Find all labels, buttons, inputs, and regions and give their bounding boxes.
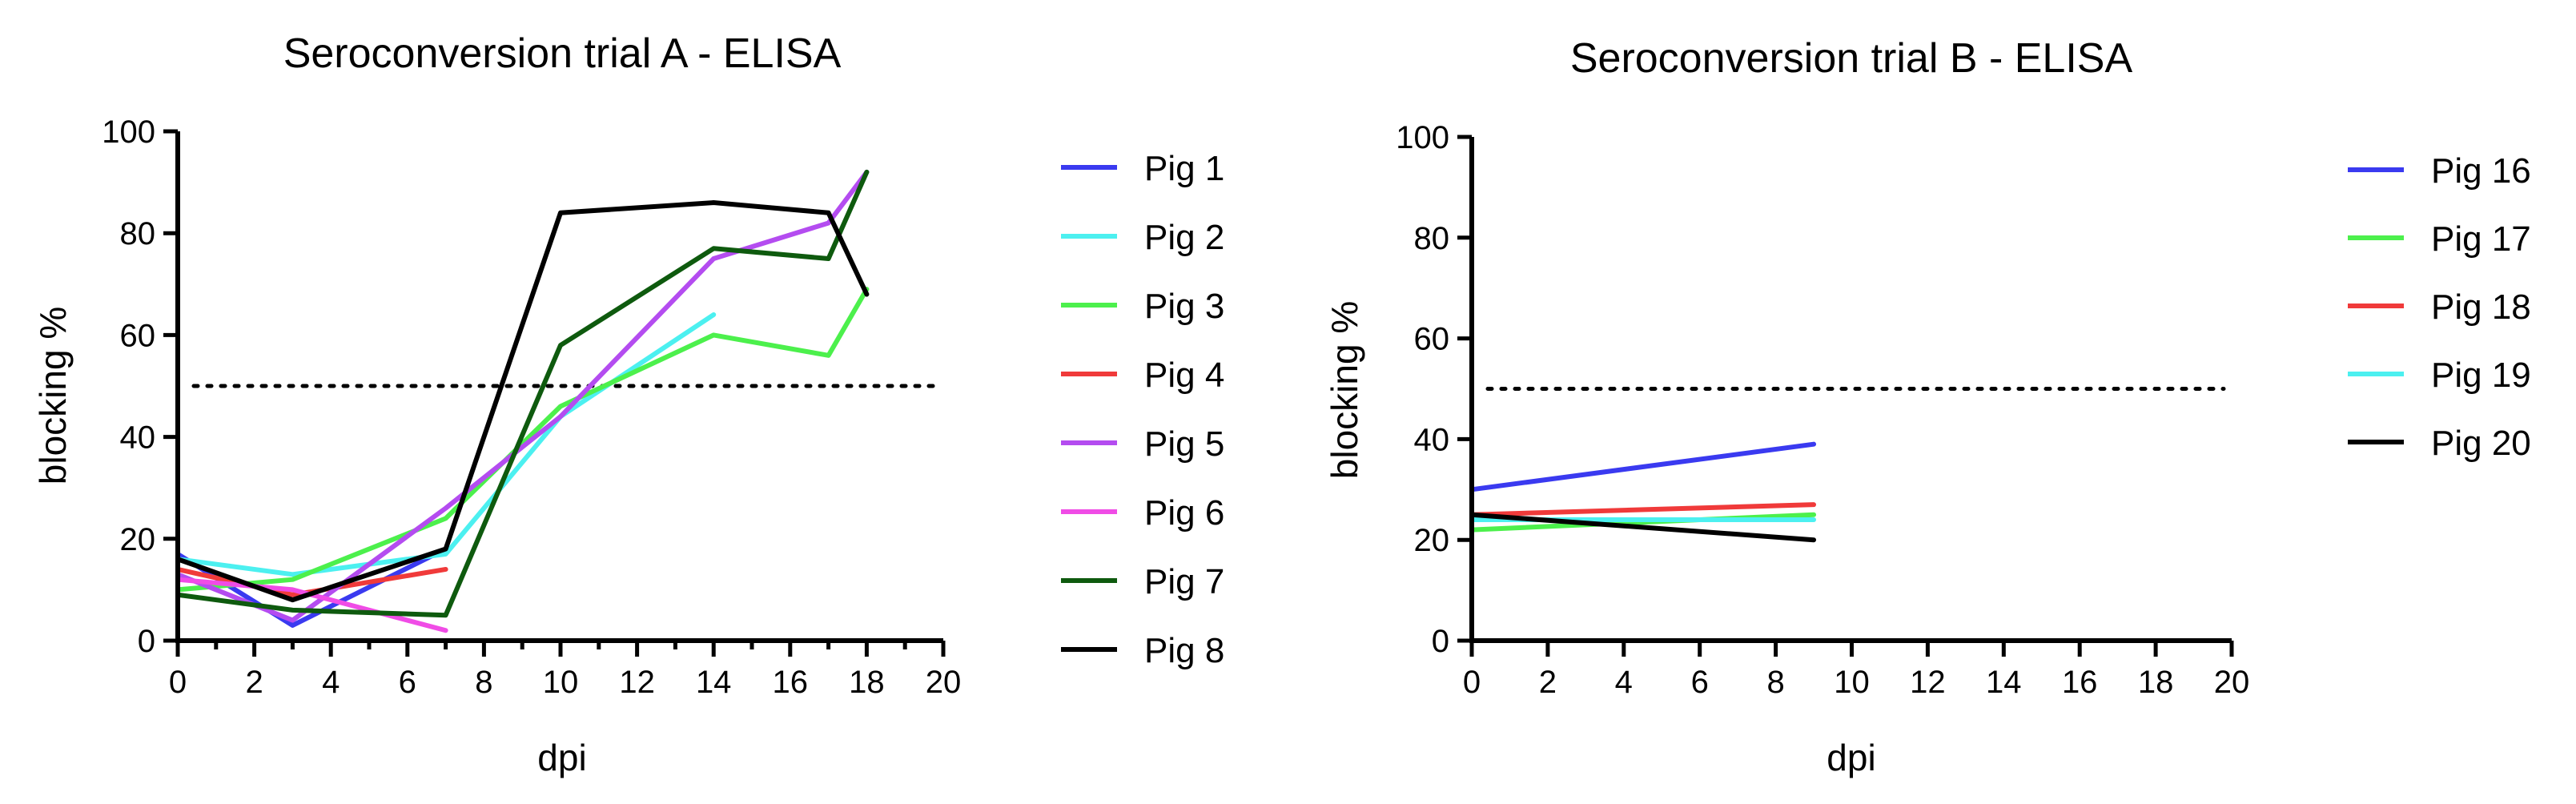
ticks-layer: 0 20 40 60 80 100 0 2 4 6 8 10 12 14 16 18 20	[1396, 120, 2249, 700]
x-tick-label: 12	[1910, 665, 1946, 700]
y-tick-label: 40	[1414, 422, 1450, 457]
x-tick-label: 4	[1615, 665, 1633, 700]
x-tick-label: 20	[2214, 665, 2250, 700]
y-tick-label: 20	[1414, 523, 1450, 558]
x-tick-label: 2	[1539, 665, 1557, 700]
chart-panel-trial-a: Seroconversion trial A - ELISA blocking …	[32, 30, 1224, 778]
x-tick-label: 20	[926, 665, 962, 700]
legend-label: Pig 16	[2431, 151, 2531, 191]
y-tick-label: 20	[120, 522, 156, 557]
legend-label: Pig 3	[1144, 287, 1224, 326]
legend-label: Pig 20	[2431, 424, 2531, 463]
legend-label: Pig 1	[1144, 149, 1224, 188]
x-tick-label: 10	[1834, 665, 1870, 700]
y-axis-label: blocking %	[32, 307, 74, 484]
y-tick-label: 0	[138, 624, 155, 659]
y-tick-label: 60	[1414, 322, 1450, 357]
legend-item: Pig 1	[1061, 149, 1224, 188]
x-tick-label: 18	[2138, 665, 2174, 700]
x-tick-label: 8	[475, 665, 492, 700]
legend-label: Pig 19	[2431, 356, 2531, 395]
legend-item: Pig 6	[1061, 493, 1224, 533]
series-line-pig-8	[175, 200, 870, 603]
legend-item: Pig 20	[2348, 424, 2531, 463]
legend-label: Pig 5	[1144, 424, 1224, 464]
legend-label: Pig 2	[1144, 218, 1224, 257]
series-line-pig-6	[175, 577, 448, 633]
x-tick-label: 0	[169, 665, 187, 700]
legend-label: Pig 4	[1144, 356, 1224, 395]
series-line-pig-2	[175, 312, 717, 577]
series-line-pig-20	[1469, 512, 1817, 543]
legend-item: Pig 19	[2348, 356, 2531, 395]
legend: Pig 1 Pig 2 Pig 3 Pig 4 Pig 5 Pig 6 Pig 7 Pig 8	[1061, 149, 1224, 670]
x-tick-label: 2	[245, 665, 263, 700]
legend-item: Pig 3	[1061, 287, 1224, 326]
y-tick-label: 60	[120, 318, 156, 353]
series-line-pig-5	[175, 169, 870, 623]
x-tick-label: 6	[399, 665, 416, 700]
x-tick-label: 8	[1766, 665, 1784, 700]
series-line-pig-18	[1469, 502, 1817, 517]
y-tick-label: 40	[120, 420, 156, 456]
legend-item: Pig 2	[1061, 218, 1224, 257]
legend: Pig 16 Pig 17 Pig 18 Pig 19 Pig 20	[2348, 151, 2531, 463]
y-tick-label: 0	[1432, 624, 1449, 659]
ticks-layer: 0 20 40 60 80 100 0 2 4 6 8 10 12 14 16 18 20	[102, 115, 961, 700]
legend-item: Pig 7	[1061, 562, 1224, 601]
chart-panel-trial-b: Seroconversion trial B - ELISA blocking …	[1324, 35, 2531, 778]
legend-label: Pig 18	[2431, 287, 2531, 327]
legend-item: Pig 8	[1061, 631, 1224, 670]
x-tick-label: 18	[849, 665, 885, 700]
legend-item: Pig 5	[1061, 424, 1224, 464]
y-axis-label: blocking %	[1324, 301, 1365, 479]
chart-title: Seroconversion trial A - ELISA	[283, 30, 842, 77]
chart-title: Seroconversion trial B - ELISA	[1570, 35, 2133, 82]
legend-label: Pig 6	[1144, 493, 1224, 533]
legend-label: Pig 7	[1144, 562, 1224, 601]
legend-item: Pig 17	[2348, 219, 2531, 259]
series-line-pig-17	[1469, 512, 1817, 533]
legend-label: Pig 17	[2431, 219, 2531, 259]
x-tick-label: 16	[2062, 665, 2098, 700]
x-tick-label: 14	[1986, 665, 2022, 700]
series-line-pig-16	[1469, 441, 1817, 492]
series-layer	[175, 169, 870, 633]
y-tick-label: 80	[120, 216, 156, 251]
y-tick-label: 80	[1414, 221, 1450, 256]
x-tick-label: 6	[1691, 665, 1709, 700]
x-tick-label: 10	[543, 665, 579, 700]
x-tick-label: 16	[773, 665, 809, 700]
x-axis-label: dpi	[1827, 737, 1875, 778]
series-line-pig-3	[175, 287, 870, 593]
series-layer	[1469, 441, 1817, 543]
legend-label: Pig 8	[1144, 631, 1224, 670]
legend-item: Pig 16	[2348, 151, 2531, 191]
x-tick-label: 0	[1463, 665, 1481, 700]
y-tick-label: 100	[1396, 120, 1449, 155]
x-axis-label: dpi	[537, 737, 586, 778]
legend-item: Pig 18	[2348, 287, 2531, 327]
x-tick-label: 14	[696, 665, 732, 700]
x-tick-label: 4	[322, 665, 340, 700]
series-line-pig-7	[175, 169, 870, 618]
y-tick-label: 100	[102, 115, 155, 150]
legend-item: Pig 4	[1061, 356, 1224, 395]
x-tick-label: 12	[619, 665, 655, 700]
series-line-pig-4	[175, 566, 448, 597]
